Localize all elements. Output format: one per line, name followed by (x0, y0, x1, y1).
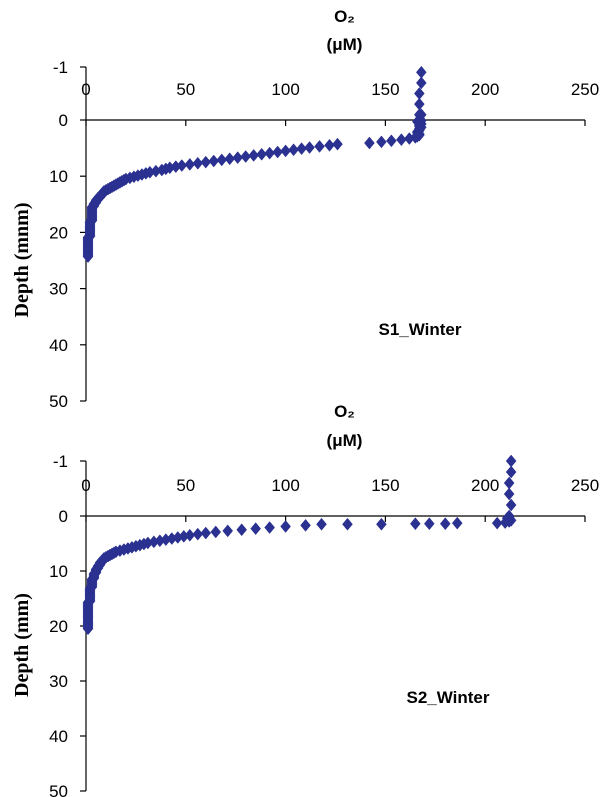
data-point (82, 622, 94, 636)
data-point (240, 150, 252, 163)
chart-title-line-1: O₂ (334, 402, 355, 421)
data-point (210, 525, 222, 539)
data-point (272, 145, 283, 159)
data-point (288, 143, 299, 157)
data-point (505, 465, 517, 479)
data-point (248, 149, 259, 162)
chart-title-line-2: (μM) (327, 35, 363, 54)
chart-title-line-2: (μM) (327, 431, 363, 450)
y-axis-label: Depth (mm) (11, 593, 33, 697)
data-point (314, 140, 325, 153)
data-point (416, 65, 427, 79)
x-tick-label: 150 (371, 476, 399, 495)
data-point (423, 517, 435, 531)
data-point (505, 498, 517, 512)
x-tick-label: 150 (371, 80, 399, 99)
data-point (304, 141, 315, 154)
y-tick-label: -1 (53, 452, 68, 471)
y-tick-label: 50 (49, 392, 68, 411)
data-point (224, 152, 236, 166)
data-point (250, 522, 261, 536)
data-point (200, 526, 212, 540)
data-point (264, 146, 275, 160)
y-tick-label: 30 (49, 280, 68, 299)
x-tick-label: 200 (471, 80, 499, 99)
panel-annotation: S1_Winter (379, 320, 462, 339)
data-point (332, 137, 343, 151)
data-point (414, 97, 425, 111)
x-tick-label: 100 (271, 80, 299, 99)
x-tick-label: 0 (81, 476, 90, 495)
data-point (499, 516, 511, 529)
data-point (192, 156, 204, 170)
y-tick-label: 10 (49, 562, 68, 581)
data-point (376, 517, 387, 531)
data-point (414, 87, 425, 100)
data-point (216, 153, 228, 167)
data-point (200, 155, 212, 169)
data-point (364, 136, 375, 150)
data-point (342, 517, 353, 531)
data-point (324, 138, 335, 152)
y-tick-label: 20 (49, 223, 68, 242)
data-point (300, 518, 311, 532)
data-point (296, 142, 307, 156)
x-tick-label: 100 (271, 476, 299, 495)
chart-panel-2: O₂ (μM) 0 50 100 150 200 250 -1 0 10 20 30 40 50 Depth … (11, 402, 599, 797)
y-tick-label: 30 (49, 672, 68, 691)
data-series (82, 65, 427, 263)
data-point (503, 487, 515, 501)
data-point (184, 158, 196, 171)
data-point (264, 521, 275, 534)
y-tick-label: 10 (49, 167, 68, 186)
data-point (410, 517, 421, 531)
data-point (222, 524, 234, 538)
y-axis-label: Depth (mnm) (11, 203, 33, 318)
data-point (280, 520, 291, 533)
y-tick-label: 50 (49, 782, 68, 797)
chart-panel-1: O₂ (μM) 0 50 100 150 200 250 -1 0 10 20 30 40 50 Depth … (11, 7, 599, 411)
y-tick-label: 40 (49, 727, 68, 746)
x-tick-label: 50 (176, 80, 195, 99)
data-point (232, 151, 244, 165)
panel-annotation: S2_Winter (407, 688, 490, 707)
data-point (192, 527, 204, 541)
data-point (491, 516, 503, 530)
y-tick-label: 40 (49, 336, 68, 355)
data-point (376, 135, 387, 149)
data-point (316, 517, 327, 531)
y-tick-label: -1 (53, 58, 68, 77)
data-point (280, 144, 291, 158)
data-point (208, 154, 220, 168)
data-point (416, 76, 427, 90)
y-tick-label: 0 (59, 111, 68, 130)
x-tick-label: 50 (176, 476, 195, 495)
data-point (256, 147, 267, 161)
x-tick-label: 250 (571, 80, 599, 99)
data-point (451, 516, 463, 530)
data-series (82, 454, 517, 636)
x-tick-label: 250 (571, 476, 599, 495)
x-tick-label: 200 (471, 476, 499, 495)
chart-title-line-1: O₂ (334, 7, 355, 26)
data-point (386, 134, 397, 148)
data-point (82, 250, 94, 263)
data-point (439, 517, 451, 531)
data-point (404, 132, 415, 145)
y-tick-label: 0 (59, 507, 68, 526)
data-point (503, 476, 515, 490)
data-point (505, 454, 517, 468)
data-point (236, 523, 248, 537)
y-tick-label: 20 (49, 617, 68, 636)
x-tick-label: 0 (81, 80, 90, 99)
data-point (396, 133, 407, 147)
